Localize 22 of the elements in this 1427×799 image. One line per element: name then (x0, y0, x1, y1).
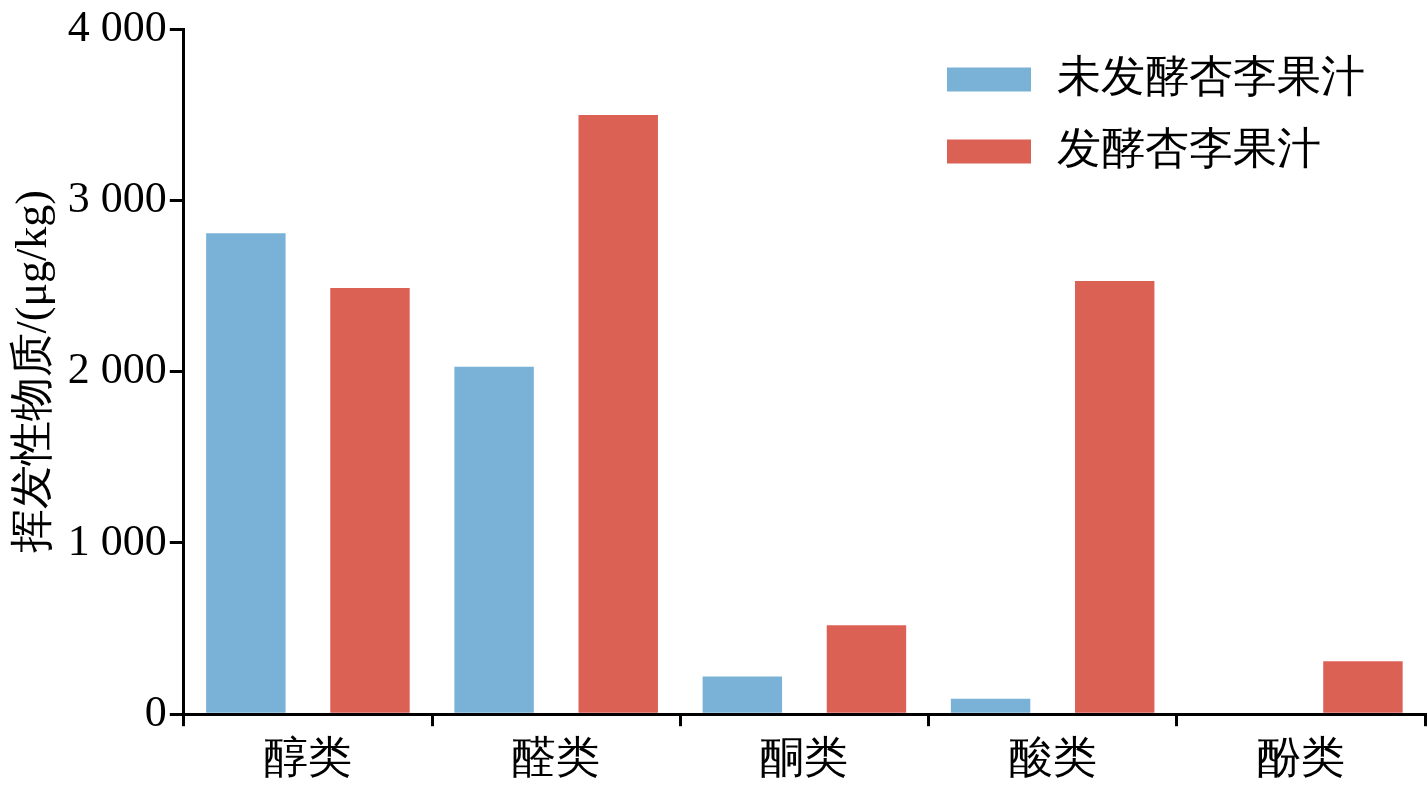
bar (826, 625, 907, 713)
x-tick-label: 酚类 (1256, 733, 1345, 783)
x-tick-label: 酮类 (760, 733, 849, 783)
bar (702, 676, 783, 713)
y-tick-label: 4 000 (67, 1, 167, 51)
bar (950, 698, 1031, 713)
bar (1323, 661, 1403, 713)
bar (1074, 281, 1155, 713)
bar (330, 287, 410, 713)
bar (454, 366, 534, 713)
legend-label: 未发酵杏李果汁 (1057, 51, 1365, 101)
y-axis-title: 挥发性物质/(μg/kg) (6, 190, 56, 554)
y-tick-label: 3 000 (67, 173, 167, 223)
x-tick-label: 酸类 (1008, 733, 1097, 783)
x-tick-label: 醛类 (512, 733, 601, 783)
y-tick-label: 0 (144, 686, 167, 736)
bar (206, 233, 286, 713)
y-tick-label: 2 000 (67, 344, 167, 394)
legend-label: 发酵杏李果汁 (1057, 123, 1321, 173)
x-tick-label: 醇类 (263, 733, 352, 783)
y-tick-label: 1 000 (67, 515, 167, 565)
bar (578, 115, 658, 713)
